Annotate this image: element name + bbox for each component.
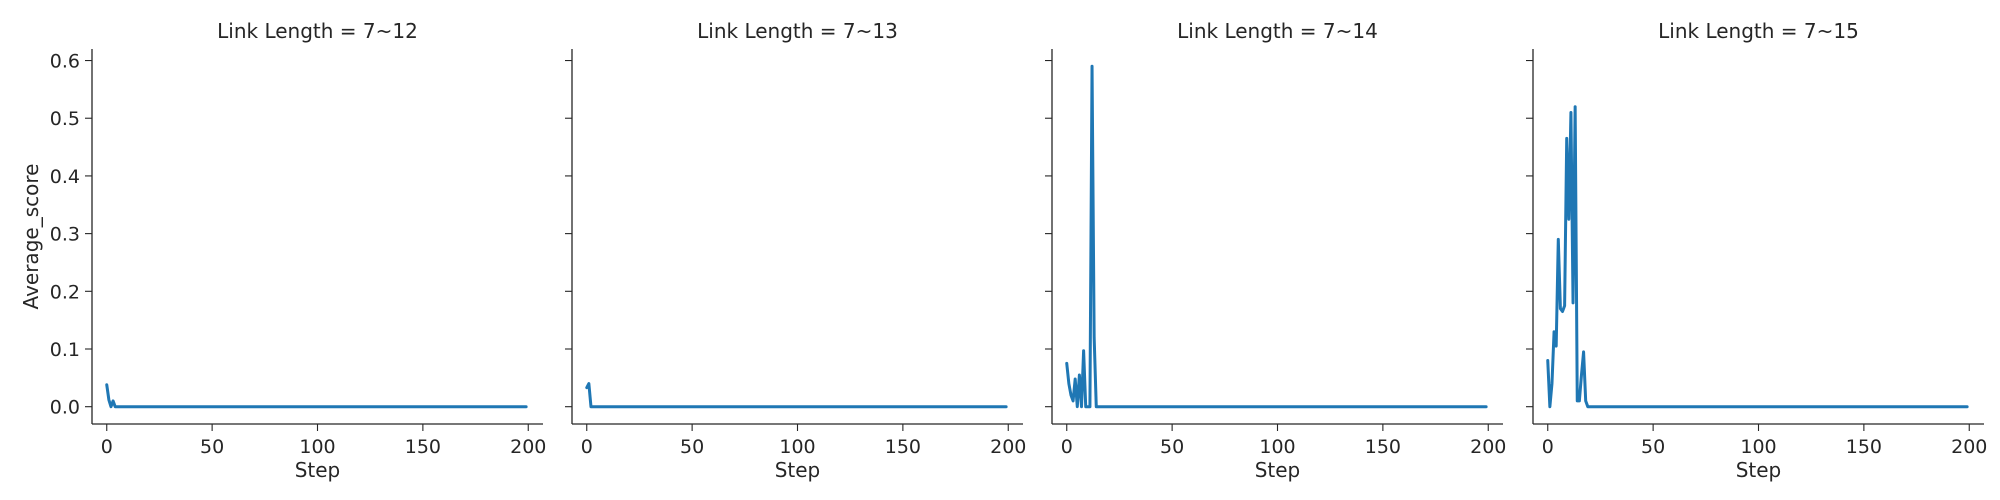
panel-3: Link Length = 7~14 0 50 100 150 200 Step: [1045, 19, 1506, 482]
panel-1: Link Length = 7~12 0.0 0.1 0.2 0.3 0.4 0.5 0.6 0…: [50, 19, 547, 482]
x-axis-label: Step: [775, 458, 821, 482]
x-tick-label: 200: [510, 436, 546, 458]
x-tick-label: 100: [1259, 436, 1295, 458]
series-line: [1546, 105, 1969, 409]
panel-4: Link Length = 7~15 0 50 100 150 200 Step: [1526, 19, 1987, 482]
x-tick-label: 150: [885, 436, 921, 458]
panel-2: Link Length = 7~13 0 50 100 150 200 Step: [565, 19, 1026, 482]
x-tick-label: 150: [405, 436, 441, 458]
series-line: [585, 382, 1008, 409]
x-tick-label: 50: [1160, 436, 1184, 458]
panel-title: Link Length = 7~14: [1177, 19, 1378, 43]
series-line: [105, 383, 528, 409]
x-tick-label: 150: [1846, 436, 1882, 458]
y-tick-label: 0.5: [50, 108, 80, 130]
y-tick-label: 0.4: [50, 166, 80, 188]
x-tick-label: 0: [1061, 436, 1073, 458]
x-tick-label: 200: [1470, 436, 1506, 458]
x-tick-label: 50: [200, 436, 224, 458]
y-tick-label: 0.0: [50, 397, 80, 419]
series-line: [1065, 64, 1488, 409]
x-tick-label: 150: [1365, 436, 1401, 458]
x-tick-label: 0: [101, 436, 113, 458]
x-axis-label: Step: [1736, 458, 1782, 482]
x-axis-label: Step: [295, 458, 341, 482]
x-tick-label: 200: [990, 436, 1026, 458]
x-tick-label: 100: [779, 436, 815, 458]
y-tick-label: 0.6: [50, 51, 80, 73]
x-axis-label: Step: [1255, 458, 1301, 482]
x-tick-label: 50: [1641, 436, 1665, 458]
panel-title: Link Length = 7~13: [697, 19, 898, 43]
y-tick-label: 0.3: [50, 224, 80, 246]
y-axis-label: Average_score: [19, 164, 43, 310]
x-tick-label: 0: [1542, 436, 1554, 458]
x-tick-label: 100: [1740, 436, 1776, 458]
x-tick-label: 50: [680, 436, 704, 458]
y-tick-label: 0.1: [50, 339, 80, 361]
panel-title: Link Length = 7~12: [217, 19, 418, 43]
x-tick-label: 100: [299, 436, 335, 458]
panel-title: Link Length = 7~15: [1658, 19, 1859, 43]
y-tick-label: 0.2: [50, 281, 80, 303]
x-tick-label: 200: [1951, 436, 1987, 458]
x-tick-label: 0: [581, 436, 593, 458]
